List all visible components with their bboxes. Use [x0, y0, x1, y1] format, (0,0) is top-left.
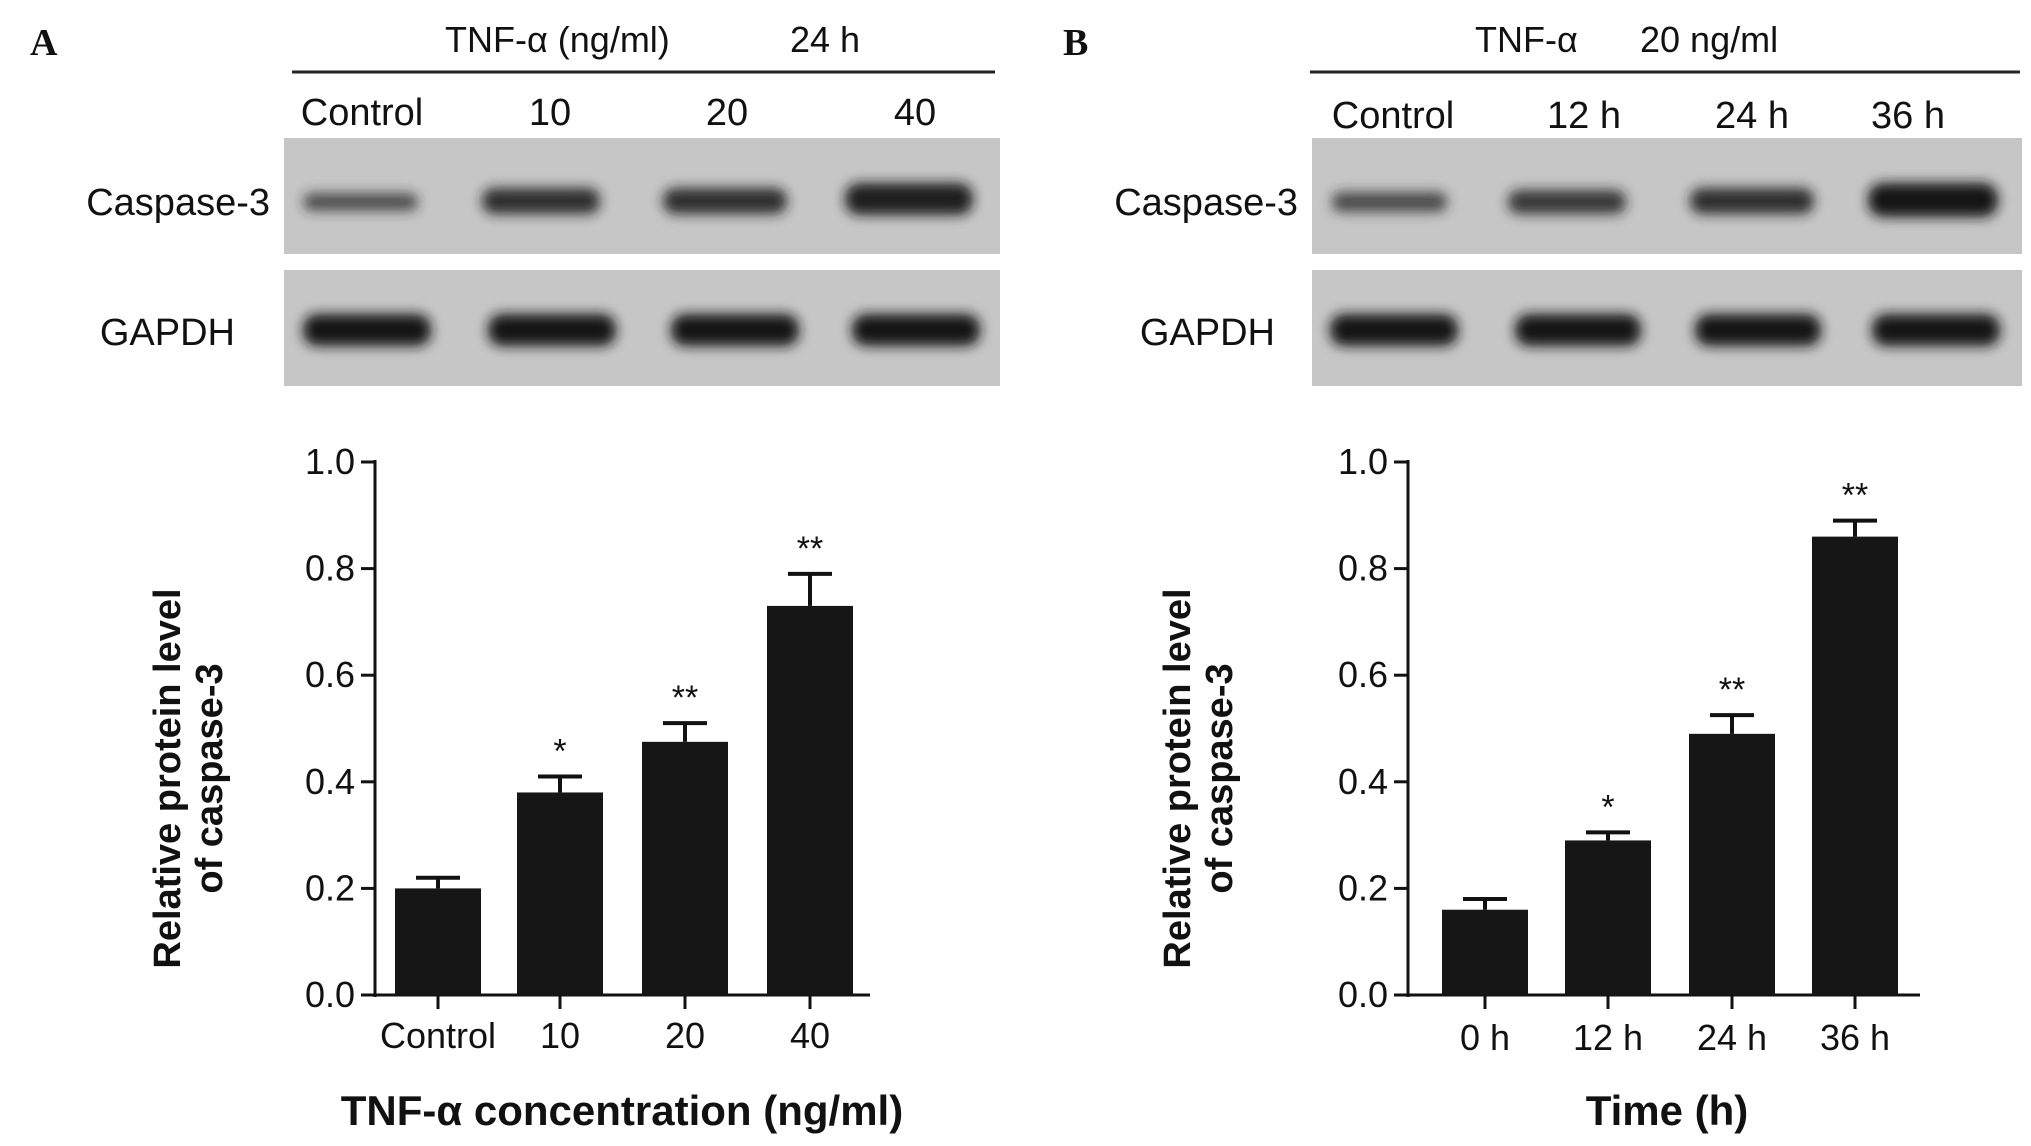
significance-mark: ** — [672, 679, 698, 717]
y-tick-label: 0.0 — [1338, 974, 1388, 1015]
panel-b-lane-control: Control — [1332, 95, 1455, 137]
panel-b-gapdh-label: GAPDH — [1140, 312, 1275, 354]
chart-a: 0.0 0.2 0.4 0.6 0.8 1.0 Control 10 * 20 ** 40 ** Rela… — [147, 441, 903, 1134]
x-tick-label: Control — [380, 1015, 496, 1056]
blot-band — [1332, 192, 1447, 212]
y-tick-label: 0.4 — [1338, 761, 1388, 802]
bar — [1565, 840, 1651, 995]
y-axis-label-line2: of caspase-3 — [189, 663, 231, 893]
panel-b-lane-12h: 12 h — [1547, 95, 1621, 137]
chart-b: 0.0 0.2 0.4 0.6 0.8 1.0 0 h 12 h * 24 h ** 36 h ** Re… — [1157, 441, 1920, 1134]
y-axis-label-line2: of caspase-3 — [1199, 663, 1241, 893]
significance-mark: ** — [1719, 671, 1745, 709]
y-tick-label: 0.2 — [305, 867, 355, 908]
blot-band — [1872, 314, 2000, 346]
panel-a: A TNF-α (ng/ml) 24 h Control 10 20 40 Ca… — [30, 19, 1000, 386]
bar — [1442, 909, 1528, 995]
x-tick-label: 36 h — [1820, 1017, 1890, 1058]
panel-b-letter: B — [1063, 22, 1088, 64]
bar — [642, 741, 728, 995]
panel-a-caspase3-blot — [284, 138, 1000, 254]
y-tick-label: 0.6 — [305, 654, 355, 695]
blot-band — [303, 193, 418, 211]
x-tick-label: 10 — [540, 1015, 580, 1056]
panel-a-gapdh-blot — [284, 270, 1000, 386]
y-tick-label: 1.0 — [1338, 441, 1388, 482]
blot-band — [1868, 183, 1998, 217]
panel-a-caspase3-label: Caspase-3 — [86, 182, 270, 224]
panel-a-lane-control: Control — [301, 92, 424, 134]
y-tick-label: 0.8 — [1338, 548, 1388, 589]
panel-b-lane-24h: 24 h — [1715, 95, 1789, 137]
blot-band — [482, 188, 600, 214]
y-tick-label: 0.6 — [1338, 654, 1388, 695]
panel-a-time-label: 24 h — [790, 19, 860, 60]
panel-a-lane-20: 20 — [706, 92, 748, 134]
y-axis-label-line1: Relative protein level — [147, 588, 189, 968]
x-tick-label: 12 h — [1573, 1017, 1643, 1058]
blot-band — [852, 314, 980, 346]
x-tick-label: 0 h — [1460, 1017, 1510, 1058]
blot-band — [663, 188, 787, 214]
blot-band — [1695, 314, 1821, 346]
panel-b-caspase3-blot — [1312, 138, 2022, 254]
x-axis-label: TNF-α concentration (ng/ml) — [341, 1087, 903, 1134]
significance-mark: * — [1601, 788, 1614, 826]
panel-b-caspase3-label: Caspase-3 — [1114, 182, 1298, 224]
panel-a-gapdh-label: GAPDH — [100, 312, 235, 354]
panel-a-treatment-label: TNF-α (ng/ml) — [445, 19, 670, 60]
blot-band — [488, 314, 616, 346]
blot-band — [1690, 188, 1814, 214]
bar — [767, 605, 853, 995]
y-tick-label: 0.8 — [305, 548, 355, 589]
bar — [395, 888, 481, 995]
significance-mark: * — [553, 732, 566, 770]
panel-b-dose-label: 20 ng/ml — [1640, 19, 1778, 60]
blot-band — [845, 183, 973, 215]
y-tick-label: 0.4 — [305, 761, 355, 802]
y-tick-label: 0.0 — [305, 974, 355, 1015]
panel-b-treatment-label: TNF-α — [1475, 19, 1578, 60]
blot-band — [1508, 190, 1626, 214]
x-tick-label: 40 — [790, 1015, 830, 1056]
significance-mark: ** — [797, 530, 823, 568]
x-tick-label: 24 h — [1697, 1017, 1767, 1058]
blot-band — [1330, 314, 1458, 346]
bar — [1812, 536, 1898, 995]
bar — [517, 792, 603, 995]
blot-band — [1515, 314, 1641, 346]
x-tick-label: 20 — [665, 1015, 705, 1056]
x-axis-label: Time (h) — [1586, 1087, 1749, 1134]
blot-band — [303, 314, 431, 346]
y-axis-label-line1: Relative protein level — [1157, 588, 1199, 968]
panel-b-gapdh-blot — [1312, 270, 2022, 386]
panel-b-lane-36h: 36 h — [1871, 95, 1945, 137]
bar — [1689, 733, 1775, 995]
panel-b: B TNF-α 20 ng/ml Control 12 h 24 h 36 h … — [1063, 19, 2022, 386]
significance-mark: ** — [1842, 477, 1868, 515]
y-tick-label: 1.0 — [305, 441, 355, 482]
panel-a-lane-10: 10 — [529, 92, 571, 134]
blot-band — [671, 314, 799, 346]
panel-a-letter: A — [30, 22, 58, 64]
panel-a-lane-40: 40 — [894, 92, 936, 134]
y-tick-label: 0.2 — [1338, 867, 1388, 908]
